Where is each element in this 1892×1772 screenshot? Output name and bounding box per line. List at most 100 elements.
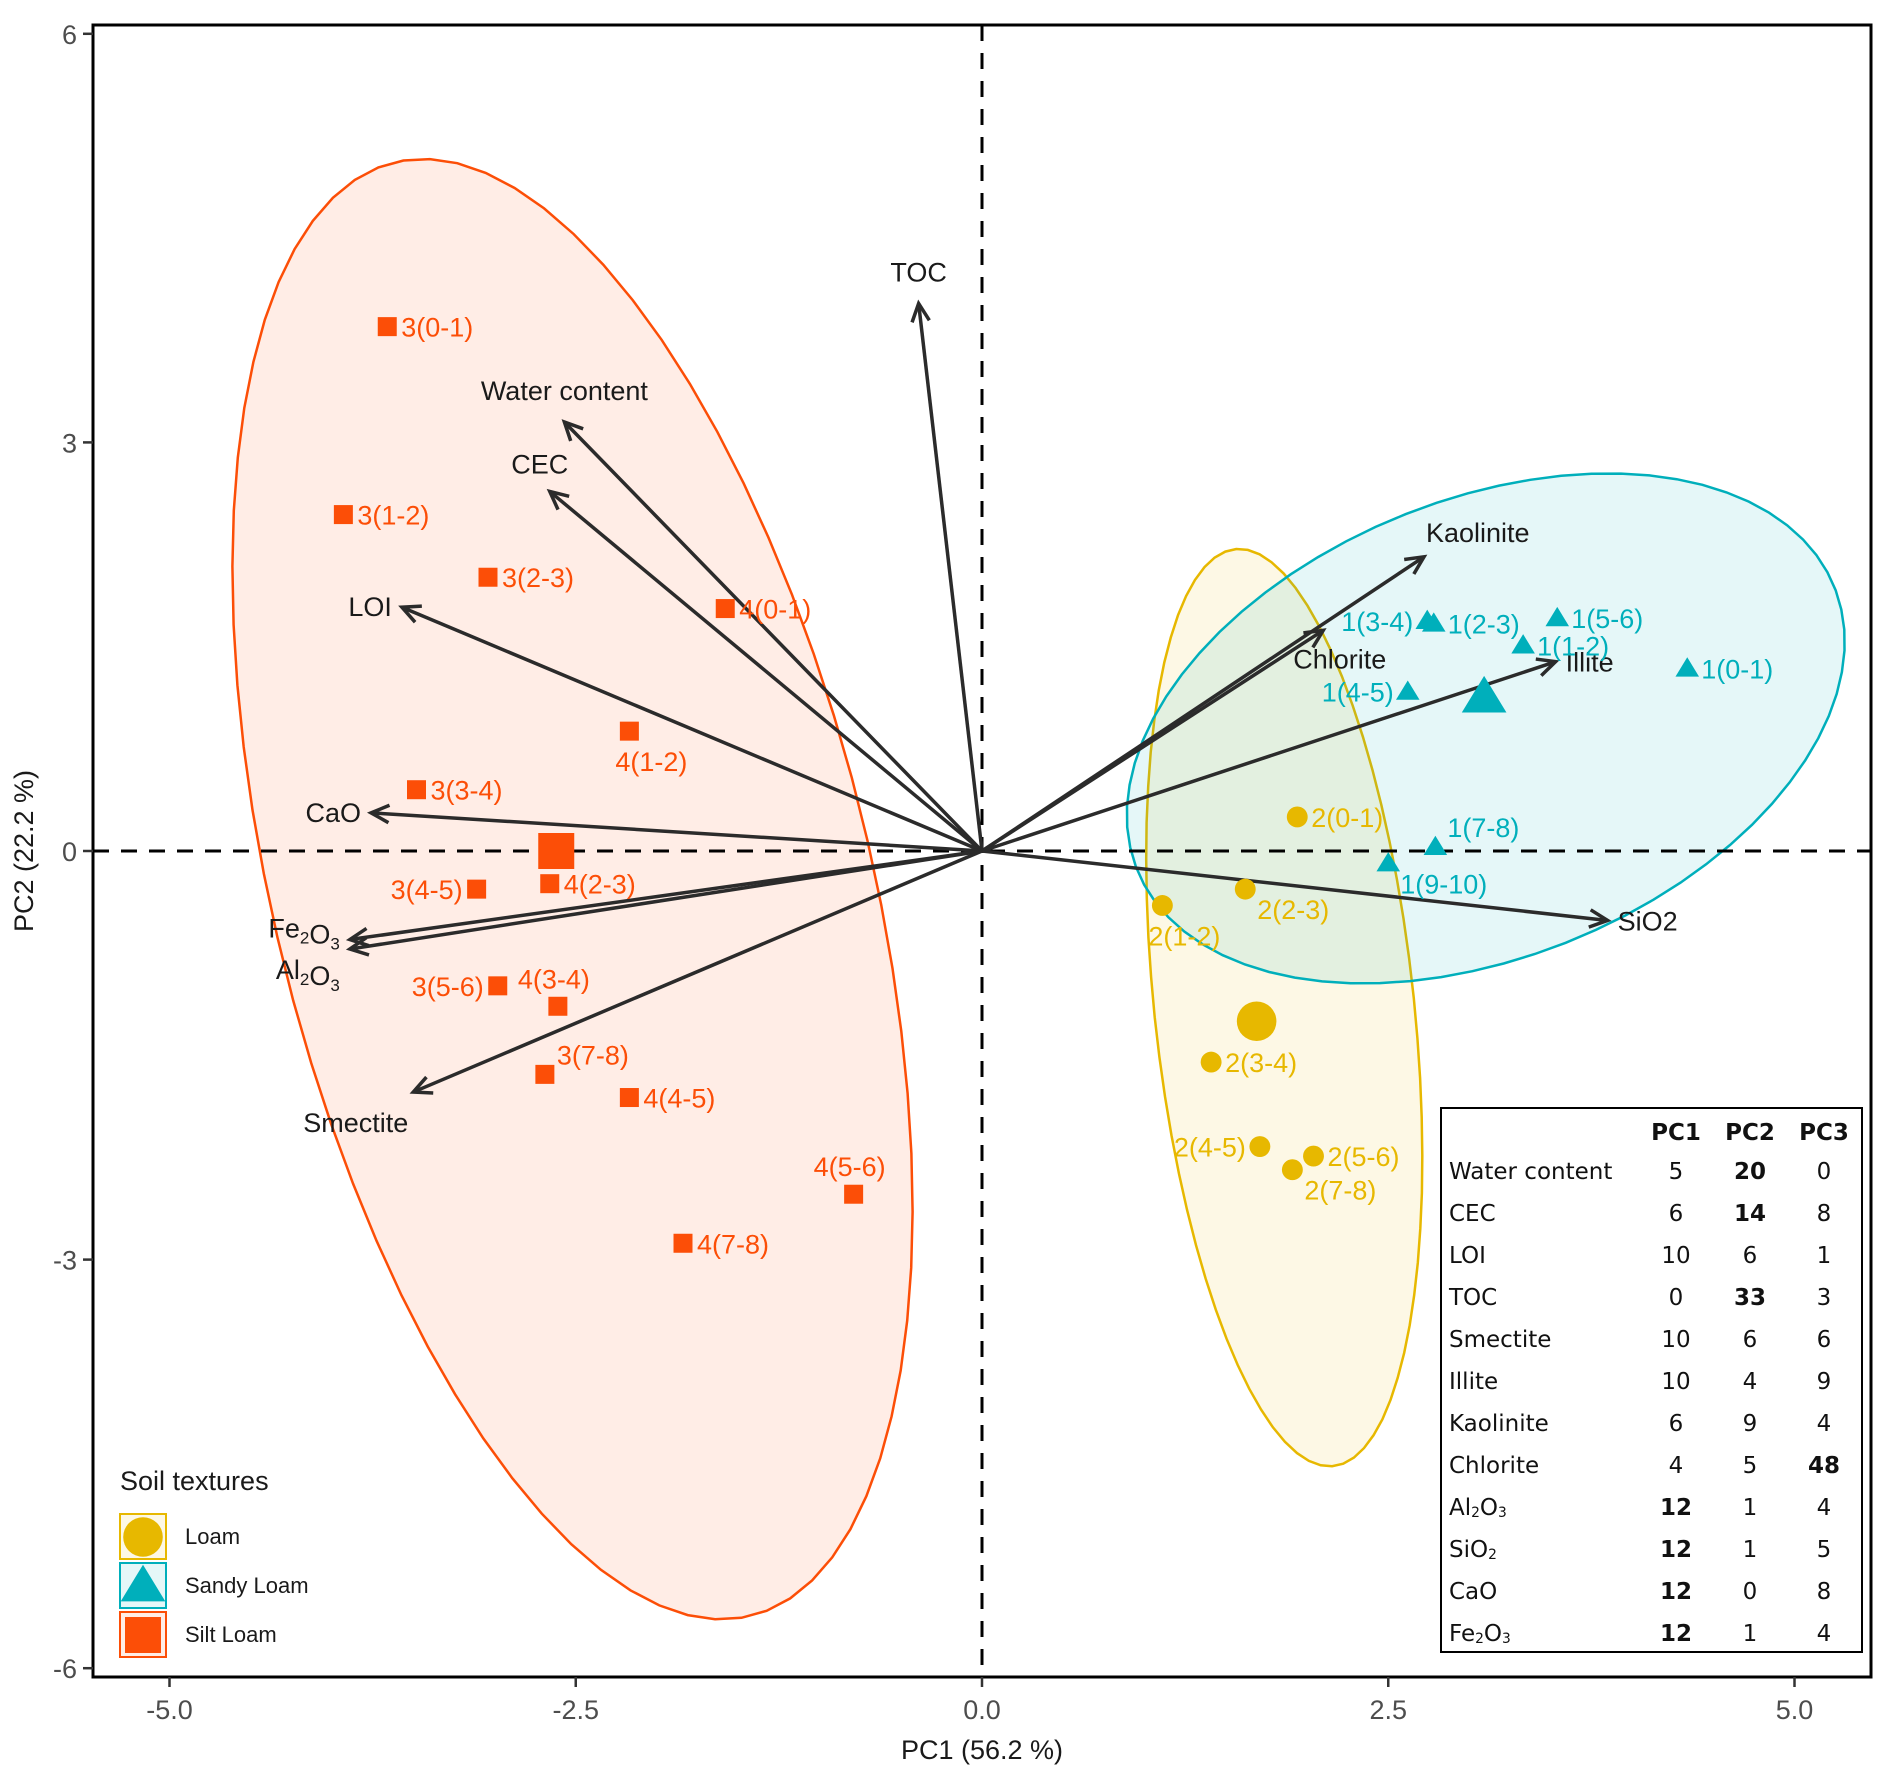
x-tick-label: 5.0 xyxy=(1776,1695,1814,1725)
point-marker xyxy=(1511,634,1535,654)
axes: -5.0 -2.5 0.0 2.5 5.0 -6 -3 0 3 6 PC1 (56.2 %) PC2 … xyxy=(9,20,1873,1765)
table-row: Water content 5 20 0 xyxy=(1442,1151,1861,1193)
arrowhead-toc xyxy=(910,299,931,323)
legend: Soil textures Loam Sandy Loam Silt Loam xyxy=(119,1466,309,1658)
cell-pc1: 6 xyxy=(1668,1201,1684,1227)
point-label: 4(4-5) xyxy=(643,1084,715,1114)
point-label: 2(4-5) xyxy=(1174,1133,1246,1163)
point-marker xyxy=(673,1233,693,1253)
point-marker xyxy=(548,996,568,1016)
legend-item-silt-loam: Silt Loam xyxy=(119,1611,277,1658)
point-marker xyxy=(407,780,426,800)
table-row: Al2O3 12 1 4 xyxy=(1442,1487,1861,1529)
point-marker xyxy=(1249,1136,1271,1158)
point-label: 3(3-4) xyxy=(431,776,503,806)
legend-item-sandy-loam: Sandy Loam xyxy=(119,1562,309,1609)
ellipse-loam xyxy=(1144,547,1424,1468)
point-marker xyxy=(844,1184,864,1204)
point-label: 2(1-2) xyxy=(1148,921,1220,951)
y-axis-title: PC2 (22.2 %) xyxy=(9,770,39,932)
arrow-toc xyxy=(916,303,984,852)
point-marker xyxy=(1151,895,1173,916)
cell-pc3: 1 xyxy=(1816,1243,1832,1269)
table-row: SiO2 12 1 5 xyxy=(1442,1529,1861,1571)
point-label: 1(2-3) xyxy=(1448,610,1520,640)
arrow-water-content xyxy=(563,420,984,853)
point-label: 3(4-5) xyxy=(391,875,463,905)
legend-label: Sandy Loam xyxy=(185,1573,309,1598)
cell-pc2: 1 xyxy=(1742,1537,1758,1563)
arrowhead-fe2o3 xyxy=(345,926,370,948)
row-name: Kaolinite xyxy=(1449,1411,1549,1437)
row-name: CEC xyxy=(1449,1201,1496,1227)
point-label: 2(3-4) xyxy=(1225,1048,1297,1078)
point-marker xyxy=(619,1088,639,1108)
point-label: 1(0-1) xyxy=(1701,654,1773,684)
cell-pc3: 4 xyxy=(1816,1411,1832,1437)
point-marker xyxy=(333,505,353,525)
point-label: 3(0-1) xyxy=(401,313,473,343)
point-label: 2(7-8) xyxy=(1304,1176,1376,1206)
variable-label-illite: Illite xyxy=(1566,648,1614,678)
y-tick-label: -3 xyxy=(53,1246,77,1276)
point-label: 1(1-2) xyxy=(1537,631,1609,661)
cell-pc2: 33 xyxy=(1733,1285,1766,1311)
contribution-table-header: PC1 PC2 PC3 xyxy=(1442,1115,1861,1151)
variable-label-toc: TOC xyxy=(890,257,947,287)
row-name: Smectite xyxy=(1449,1327,1552,1353)
legend-item-loam: Loam xyxy=(119,1513,240,1560)
cell-pc2: 1 xyxy=(1742,1621,1758,1647)
arrow-loi xyxy=(401,605,983,853)
cell-pc1: 6 xyxy=(1668,1411,1684,1437)
legend-marker xyxy=(125,1617,161,1653)
row-name: TOC xyxy=(1449,1285,1498,1311)
arrowhead-kaolinite xyxy=(1403,554,1428,575)
cell-pc3: 5 xyxy=(1816,1537,1832,1563)
point-marker xyxy=(1376,852,1401,872)
ellipse-silt-loam xyxy=(231,157,914,1621)
table-row: Illite 10 4 9 xyxy=(1442,1361,1861,1403)
arrowhead-loi xyxy=(398,604,422,624)
row-name: Illite xyxy=(1449,1369,1499,1395)
cell-pc3: 8 xyxy=(1816,1579,1832,1605)
column-header-pc1: PC1 xyxy=(1651,1120,1701,1146)
arrowhead-cec xyxy=(546,488,570,511)
cell-pc3: 48 xyxy=(1807,1453,1840,1479)
row-name: Fe2O3 xyxy=(1449,1621,1511,1647)
x-tick-label: -2.5 xyxy=(552,1695,599,1725)
table-row: CEC 6 14 8 xyxy=(1442,1193,1861,1235)
point-label: 3(7-8) xyxy=(557,1040,629,1070)
cell-pc2: 6 xyxy=(1742,1243,1758,1269)
x-tick-label: 2.5 xyxy=(1369,1695,1407,1725)
cell-pc1: 12 xyxy=(1659,1537,1692,1563)
table-row: TOC 0 33 3 xyxy=(1442,1277,1861,1319)
cell-pc2: 4 xyxy=(1742,1369,1758,1395)
row-name: Al2O3 xyxy=(1449,1495,1507,1521)
point-label: 1(5-6) xyxy=(1571,604,1643,634)
point-label: 1(3-4) xyxy=(1341,607,1413,637)
variable-label-fe2o3: Fe2O3 xyxy=(268,914,339,954)
centroid-marker xyxy=(1236,1001,1277,1042)
point-marker xyxy=(1545,606,1570,627)
group-sandy-loam: 1(0-1) 1(1-2) 1(2-3) 1(3-4) 1(4-5) 1(5-6) 1(7-… xyxy=(1322,604,1774,899)
cell-pc3: 9 xyxy=(1816,1369,1832,1395)
legend-marker xyxy=(120,1564,166,1602)
point-label: 4(0-1) xyxy=(739,595,811,625)
cell-pc3: 4 xyxy=(1816,1495,1832,1521)
row-name: CaO xyxy=(1449,1579,1498,1605)
variable-label-smectite: Smectite xyxy=(303,1108,408,1138)
arrowhead-chlorite xyxy=(1303,628,1327,649)
cell-pc2: 6 xyxy=(1742,1327,1758,1353)
point-marker xyxy=(1423,835,1448,856)
row-name: Chlorite xyxy=(1449,1453,1540,1479)
cell-pc3: 6 xyxy=(1816,1327,1832,1353)
legend-label: Silt Loam xyxy=(185,1622,277,1647)
sample-points: 2(0-1) 2(1-2) 2(2-3) 2(3-4) 2(4-5) 2(5-6) 2(7-… xyxy=(333,313,1774,1259)
point-label: 4(5-6) xyxy=(814,1152,886,1182)
cell-pc1: 12 xyxy=(1659,1621,1692,1647)
column-header-pc3: PC3 xyxy=(1799,1120,1849,1146)
point-label: 1(9-10) xyxy=(1400,869,1487,899)
cell-pc2: 9 xyxy=(1742,1411,1758,1437)
x-axis-title: PC1 (56.2 %) xyxy=(901,1735,1063,1765)
